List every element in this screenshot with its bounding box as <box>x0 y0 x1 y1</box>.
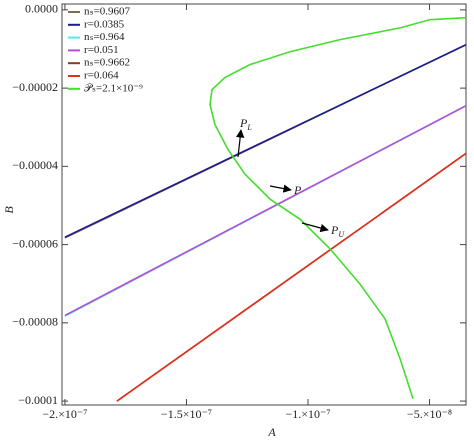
annotation-text: P <box>330 223 339 237</box>
plot-area <box>64 16 466 402</box>
x-tick-label: −1.×10⁻⁷ <box>285 407 330 421</box>
annotation-label: PU <box>330 223 345 239</box>
series-line <box>64 105 466 317</box>
annotation-label: P <box>293 183 302 197</box>
legend-label: r=0.064 <box>84 70 119 82</box>
legend-label: r=0.051 <box>84 44 119 56</box>
legend-label: nₛ=0.964 <box>84 31 125 43</box>
y-tick-label: −0.00004 <box>12 158 58 172</box>
plot-frame <box>61 3 467 406</box>
series-line <box>116 152 466 402</box>
x-tick-label: −1.5×10⁻⁷ <box>161 407 212 421</box>
y-tick-label: −0.00002 <box>12 80 58 94</box>
legend-label: r=0.0385 <box>84 18 125 30</box>
annotation-label: PL <box>239 116 252 132</box>
annotation-sub: U <box>338 230 345 239</box>
series-line <box>64 43 466 238</box>
annotation-arrow <box>301 222 329 233</box>
y-tick-label: −0.00006 <box>12 236 58 250</box>
y-tick-label: −0.0001 <box>18 393 58 407</box>
annotation-arrow <box>269 184 292 193</box>
legend-label: 𝒫ₛ=2.1×10⁻⁹ <box>84 82 143 94</box>
annotation-text: P <box>239 116 248 130</box>
y-tick-label: 0.0000 <box>25 2 58 16</box>
y-axis-label: B <box>2 206 16 214</box>
legend-label: nₛ=0.9662 <box>84 57 130 69</box>
annotation-text: P <box>293 183 302 197</box>
annotation-arrow <box>235 129 245 158</box>
legend-label: nₛ=0.9607 <box>84 6 131 18</box>
x-axis-label: A <box>267 425 276 439</box>
y-tick-label: −0.00008 <box>12 315 58 329</box>
x-tick-label: −5.×10⁻⁸ <box>407 407 452 421</box>
series-line <box>209 16 466 399</box>
x-tick-label: −2.×10⁻⁷ <box>42 407 87 421</box>
annotation-sub: L <box>246 123 252 132</box>
